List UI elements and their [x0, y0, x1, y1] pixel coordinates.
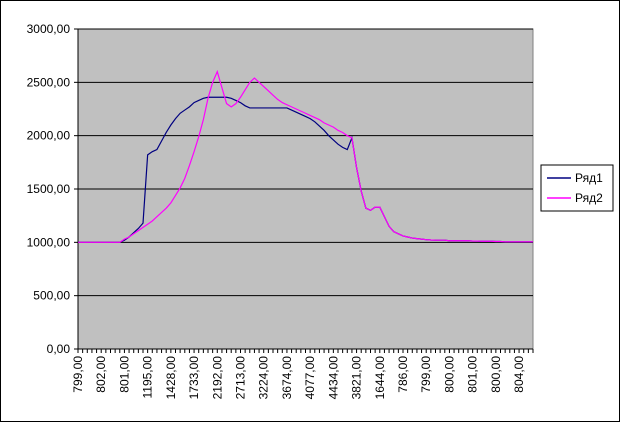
y-tick-label: 2000,00	[27, 129, 71, 143]
y-tick-label: 500,00	[33, 289, 70, 303]
x-tick-label: 799,00	[419, 356, 433, 393]
x-tick-label: 802,00	[94, 356, 108, 393]
x-tick-label: 800,00	[489, 356, 503, 393]
x-tick-label: 799,00	[71, 356, 85, 393]
x-tick-label: 4434,00	[326, 356, 340, 400]
x-tick-label: 3821,00	[350, 356, 364, 400]
y-tick-label: 0,00	[47, 342, 71, 356]
x-tick-label: 3224,00	[257, 356, 271, 400]
y-tick-label: 3000,00	[27, 22, 71, 36]
y-tick-label: 2500,00	[27, 75, 71, 89]
legend-label: Ряд2	[575, 191, 603, 205]
x-tick-label: 1428,00	[164, 356, 178, 400]
x-tick-label: 1733,00	[187, 356, 201, 400]
y-tick-label: 1500,00	[27, 182, 71, 196]
x-tick-label: 801,00	[466, 356, 480, 393]
x-tick-label: 804,00	[512, 356, 526, 393]
x-tick-label: 2192,00	[210, 356, 224, 400]
y-tick-label: 1000,00	[27, 235, 71, 249]
x-tick-label: 1644,00	[373, 356, 387, 400]
x-tick-label: 800,00	[442, 356, 456, 393]
series-line	[78, 69, 533, 243]
x-tick-label: 2713,00	[234, 356, 248, 400]
x-tick-label: 786,00	[396, 356, 410, 393]
x-tick-label: 1195,00	[141, 356, 155, 399]
legend-label: Ряд1	[575, 171, 603, 185]
legend-box	[540, 164, 614, 212]
x-tick-label: 801,00	[117, 356, 131, 393]
x-tick-label: 4077,00	[303, 356, 317, 400]
x-tick-label: 3674,00	[280, 356, 294, 400]
